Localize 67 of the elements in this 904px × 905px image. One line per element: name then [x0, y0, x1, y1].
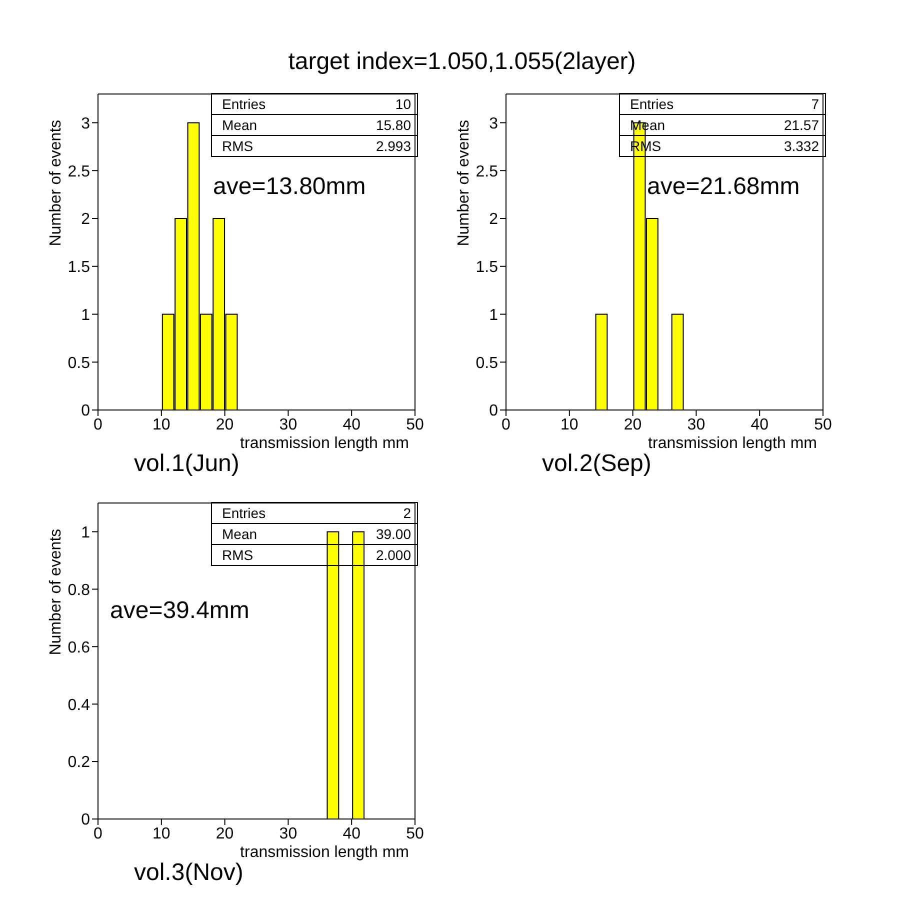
- text: vol.2(Sep): [542, 450, 652, 478]
- y-tick-label: 0: [81, 812, 90, 829]
- x-tick-label: 50: [406, 416, 424, 434]
- y-tick-label: 1.5: [476, 259, 498, 276]
- x-tick-label: 40: [342, 416, 361, 434]
- annotation: 2.993: [376, 138, 411, 154]
- y-tick-label: 0.8: [68, 582, 90, 599]
- annotation: Entries: [222, 505, 266, 521]
- annotation: 3.332: [784, 138, 819, 154]
- annotation: 39.00: [376, 526, 411, 542]
- annotation: RMS: [222, 547, 254, 563]
- y-tick-label: 2.5: [68, 163, 90, 180]
- x-tick-label: 40: [750, 416, 769, 434]
- y-tick-label: 0.4: [68, 696, 90, 714]
- y-tick-label: 0.5: [476, 354, 498, 372]
- x-tick-label: 30: [279, 416, 298, 434]
- y-tick-label: 3: [81, 115, 90, 132]
- y-tick-label: 2.5: [476, 163, 498, 180]
- x-tick-label: 50: [814, 416, 832, 434]
- x-tick-label: 10: [152, 825, 170, 842]
- y-tick-label: 0: [489, 402, 498, 420]
- x-axis-title: transmission length mm: [240, 435, 409, 452]
- y-axis-title: Number of events: [456, 120, 472, 246]
- annotation: 10: [395, 96, 411, 112]
- x-tick-label: 0: [502, 416, 511, 434]
- y-tick-label: 0: [81, 402, 90, 420]
- annotation: 2.000: [376, 547, 411, 563]
- y-tick-label: 0.2: [68, 754, 90, 772]
- x-axis-title: transmission length mm: [648, 435, 817, 452]
- annotation: Entries: [630, 96, 674, 112]
- x-tick-label: 10: [152, 416, 170, 434]
- x-tick-label: 20: [216, 825, 234, 842]
- x-tick-label: 30: [687, 416, 706, 434]
- annotation: 7: [811, 96, 819, 112]
- y-tick-label: 0.5: [68, 354, 90, 372]
- y-axis-title: Number of events: [48, 528, 64, 656]
- y-tick-label: 3: [489, 115, 498, 132]
- x-axis-title: transmission length mm: [240, 844, 409, 861]
- annotation: ave=13.80mm: [213, 173, 366, 201]
- annotation: 15.80: [376, 117, 411, 133]
- y-tick-label: 1: [81, 306, 90, 324]
- annotation: 2: [403, 505, 411, 521]
- x-tick-label: 50: [406, 825, 424, 842]
- y-tick-label: 1.5: [68, 259, 90, 276]
- text: vol.3(Nov): [134, 859, 244, 887]
- x-tick-label: 40: [342, 825, 361, 842]
- y-tick-label: 2: [489, 211, 498, 228]
- annotation: ave=39.4mm: [110, 597, 250, 625]
- x-tick-label: 10: [560, 416, 578, 434]
- annotation: 21.57: [784, 117, 819, 133]
- y-tick-label: 0.6: [68, 639, 90, 656]
- x-tick-label: 0: [94, 825, 103, 842]
- x-tick-label: 20: [624, 416, 642, 434]
- y-tick-label: 1: [81, 524, 90, 542]
- x-tick-label: 30: [279, 825, 298, 842]
- y-tick-label: 1: [489, 306, 498, 324]
- text: vol.1(Jun): [134, 450, 240, 478]
- x-tick-label: 0: [94, 416, 103, 434]
- annotation: Mean: [222, 526, 258, 542]
- annotation: Entries: [222, 96, 266, 112]
- y-tick-label: 2: [81, 211, 90, 228]
- annotation: ave=21.68mm: [647, 173, 800, 201]
- x-tick-label: 20: [216, 416, 234, 434]
- chart-title: target index=1.050,1.055(2layer): [287, 48, 637, 76]
- annotation: RMS: [222, 138, 254, 154]
- y-axis-title: Number of events: [48, 120, 64, 246]
- annotation: Mean: [222, 117, 258, 133]
